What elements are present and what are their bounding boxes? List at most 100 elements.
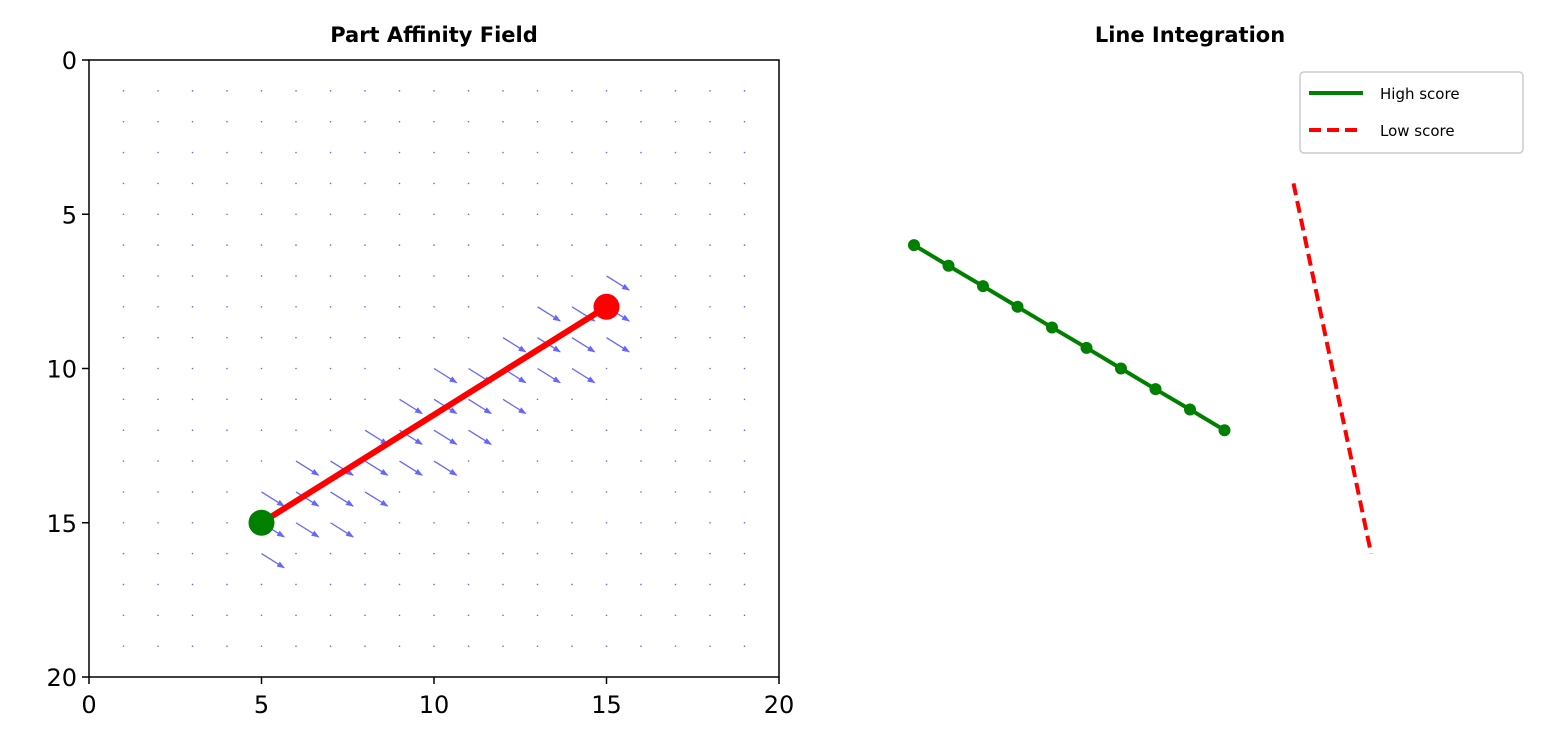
series-point-high-score [1184,403,1196,416]
paf-vector-arrow [295,460,320,476]
paf-field-dot [605,244,608,246]
paf-vector-arrow [399,460,423,476]
paf-field-dot [157,275,159,277]
paf-field-dot [157,491,159,493]
paf-field-dot [536,90,539,92]
paf-field-dot [191,367,194,370]
paf-field-dot [571,583,573,586]
paf-field-dot [467,645,470,647]
paf-field-dot [502,275,504,277]
paf-vector-arrow [364,491,389,507]
y-tick-label: 15 [46,510,77,538]
paf-field-dot [295,367,297,370]
paf-field-dot [709,460,711,462]
paf-field-dot [709,367,711,370]
paf-vector-arrow [571,367,596,384]
paf-field-dot [536,275,539,277]
paf-field-dot [502,460,504,462]
paf-field-dot [226,614,228,617]
paf-vector-arrow [433,367,458,384]
paf-field-dot [191,151,194,154]
series-point-high-score [1011,300,1024,313]
paf-field-dot [260,213,263,216]
paf-field-dot [260,336,263,339]
paf-field-dot [157,367,159,370]
paf-field-dot [260,614,263,617]
paf-vector-arrow [399,398,423,415]
paf-field-dot [364,645,366,647]
paf-field-dot [467,460,470,462]
paf-field-dot [605,120,608,123]
paf-field-dot [743,244,746,246]
paf-field-dot [260,275,263,277]
paf-field-dot [364,521,366,524]
paf-field-dot [364,120,366,123]
paf-field-dot [640,244,642,246]
paf-field-dot [260,90,263,92]
paf-field-dot [122,521,125,524]
paf-field-dot [364,398,366,401]
paf-field-dot [157,552,159,555]
paf-vector-arrow [571,337,596,353]
paf-field-dot [571,552,573,555]
paf-field-dot [709,151,711,154]
paf-field-dot [502,491,504,493]
paf-field-dot [571,90,573,92]
paf-field-dot [122,429,125,432]
paf-title: Part Affinity Field [330,23,538,47]
paf-field-dot [743,614,746,617]
paf-field-dot [502,429,504,432]
paf-field-dot [502,90,504,92]
paf-field-dot [709,583,711,586]
line-integration-series [908,182,1374,555]
paf-field-dot [571,120,573,123]
legend: High score Low score [1299,71,1524,154]
paf-field-dot [467,151,470,154]
paf-field-dot [709,213,711,216]
paf-field-dot [743,120,746,123]
paf-field-dot [605,398,608,401]
paf-field-dot [640,645,642,647]
series-point-high-score [942,259,955,272]
paf-field-dot [329,552,332,555]
paf-field-dot [157,460,159,462]
paf-field-dot [640,521,642,524]
paf-field-dot [536,552,539,555]
paf-field-dot [398,614,401,617]
paf-vector-arrow [433,460,458,476]
paf-field-dot [640,460,642,462]
paf-field-dot [709,244,711,246]
legend-label-high-score: High score [1380,85,1460,103]
paf-field-dot [467,491,470,493]
paf-field-dot [191,521,194,524]
paf-field-dot [157,244,159,246]
paf-vector-arrow [330,460,354,476]
paf-field-dot [157,583,159,586]
paf-field-dot [122,306,125,308]
paf-field-dot [536,614,539,617]
paf-vector-field [261,275,630,569]
paf-field-dot [467,521,470,524]
paf-field-dot [364,244,366,246]
line-integration-title: Line Integration [1095,23,1285,47]
paf-field-dot [226,244,228,246]
paf-field-dot [122,583,125,586]
paf-field-dot [226,120,228,123]
paf-field-dot [191,306,194,308]
paf-field-dot [398,213,401,216]
line-integration-subplot: Line Integration High score Low score [908,23,1524,555]
paf-field-dot [640,306,642,308]
series-line-low-score [1291,182,1374,555]
paf-field-dot [295,645,297,647]
paf-vector-arrow [261,553,285,569]
paf-field-dot [260,398,263,401]
paf-field-dot [640,120,642,123]
paf-field-dot [467,306,470,308]
paf-field-dot [364,213,366,216]
paf-field-dot [674,460,677,462]
paf-field-dot [122,614,125,617]
paf-field-dot [536,398,539,401]
paf-field-dot [329,398,332,401]
paf-field-dot [398,521,401,524]
